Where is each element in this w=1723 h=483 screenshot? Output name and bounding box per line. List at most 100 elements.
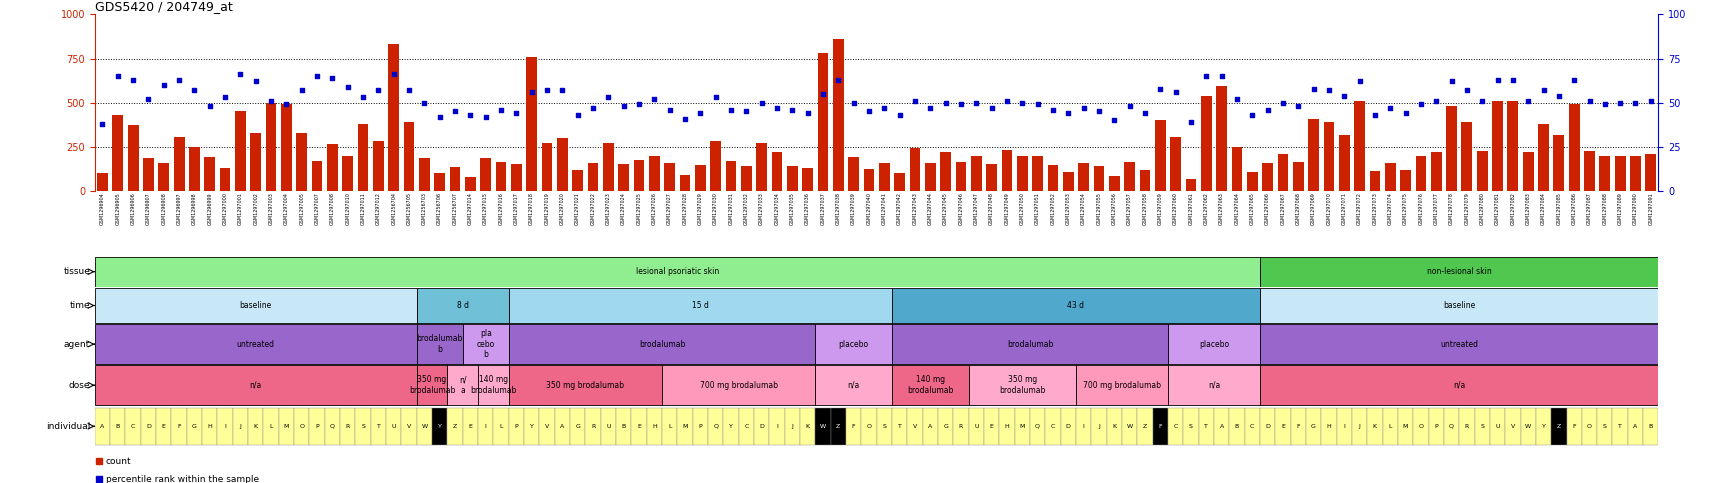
Text: O: O bbox=[1587, 424, 1590, 429]
Bar bbox=[279, 408, 295, 445]
Text: G: G bbox=[1311, 424, 1315, 429]
Bar bbox=[891, 408, 906, 445]
Bar bbox=[465, 177, 476, 191]
Text: C: C bbox=[1249, 424, 1254, 429]
Bar bbox=[756, 143, 767, 191]
Point bbox=[257, 97, 284, 105]
Text: W: W bbox=[420, 424, 427, 429]
Bar bbox=[524, 408, 539, 445]
Point bbox=[1637, 97, 1664, 105]
Text: E: E bbox=[989, 424, 992, 429]
Text: S: S bbox=[360, 424, 365, 429]
Text: H: H bbox=[207, 424, 212, 429]
Text: GSM1256704: GSM1256704 bbox=[391, 192, 396, 225]
Bar bbox=[1397, 408, 1413, 445]
Bar bbox=[906, 408, 922, 445]
Text: H: H bbox=[651, 424, 656, 429]
Text: GSM1297003: GSM1297003 bbox=[269, 192, 274, 225]
Bar bbox=[1260, 408, 1275, 445]
Bar bbox=[1506, 101, 1518, 191]
Bar bbox=[894, 173, 905, 191]
Text: J: J bbox=[1098, 424, 1099, 429]
Bar bbox=[1001, 150, 1011, 191]
Point bbox=[1146, 85, 1173, 92]
Text: GSM1297056: GSM1297056 bbox=[1111, 192, 1117, 225]
Bar bbox=[1446, 106, 1456, 191]
Text: GSM1297062: GSM1297062 bbox=[1203, 192, 1208, 225]
Bar bbox=[799, 408, 815, 445]
Bar bbox=[372, 141, 384, 191]
Bar bbox=[662, 408, 677, 445]
Point bbox=[103, 72, 131, 80]
Text: 15 d: 15 d bbox=[691, 301, 708, 310]
Point bbox=[579, 104, 606, 112]
Bar bbox=[953, 408, 968, 445]
Bar bbox=[891, 288, 1260, 323]
Bar bbox=[862, 408, 875, 445]
Bar bbox=[999, 408, 1015, 445]
Bar bbox=[863, 169, 874, 191]
Text: A: A bbox=[927, 424, 932, 429]
Text: GSM1297028: GSM1297028 bbox=[682, 192, 687, 225]
Text: GSM1297057: GSM1297057 bbox=[1127, 192, 1132, 225]
Bar bbox=[448, 366, 477, 405]
Text: Y: Y bbox=[1540, 424, 1544, 429]
Text: GSM1256703: GSM1256703 bbox=[422, 192, 427, 225]
Text: GSM1297070: GSM1297070 bbox=[1325, 192, 1330, 225]
Bar bbox=[968, 366, 1075, 405]
Text: GSM1297041: GSM1297041 bbox=[880, 192, 886, 225]
Bar bbox=[312, 161, 322, 191]
Bar bbox=[508, 325, 815, 364]
Bar bbox=[448, 408, 462, 445]
Text: E: E bbox=[162, 424, 165, 429]
Bar bbox=[110, 408, 126, 445]
Point bbox=[1177, 118, 1204, 126]
Point bbox=[1192, 72, 1220, 80]
Point bbox=[426, 113, 453, 121]
Text: 350 mg
brodalumab: 350 mg brodalumab bbox=[408, 375, 455, 395]
Point bbox=[610, 102, 638, 110]
Text: percentile rank within the sample: percentile rank within the sample bbox=[105, 475, 258, 483]
Bar bbox=[1382, 408, 1397, 445]
Bar bbox=[96, 173, 109, 191]
Text: pla
cebo
b: pla cebo b bbox=[476, 329, 495, 359]
Bar bbox=[1260, 288, 1658, 323]
Text: GDS5420 / 204749_at: GDS5420 / 204749_at bbox=[95, 0, 233, 14]
Bar bbox=[462, 408, 477, 445]
Bar bbox=[1583, 151, 1594, 191]
Bar bbox=[508, 366, 662, 405]
Point bbox=[181, 86, 208, 94]
Bar bbox=[1015, 408, 1029, 445]
Bar bbox=[217, 408, 233, 445]
Bar bbox=[112, 115, 122, 191]
Bar bbox=[817, 53, 827, 191]
Text: GSM1296999: GSM1296999 bbox=[207, 192, 212, 225]
Bar bbox=[910, 148, 920, 191]
Point bbox=[165, 76, 193, 84]
Text: L: L bbox=[1387, 424, 1390, 429]
Point bbox=[119, 76, 146, 84]
Bar bbox=[128, 125, 138, 191]
Bar bbox=[355, 408, 370, 445]
Bar bbox=[1139, 170, 1149, 191]
Bar bbox=[250, 133, 260, 191]
Text: GSM1297032: GSM1297032 bbox=[743, 192, 748, 225]
Text: GSM1297079: GSM1297079 bbox=[1463, 192, 1468, 225]
Point bbox=[1299, 85, 1327, 92]
Bar bbox=[1166, 325, 1260, 364]
Bar bbox=[1595, 408, 1611, 445]
Text: GSM1297046: GSM1297046 bbox=[958, 192, 963, 225]
Bar bbox=[1166, 408, 1182, 445]
Text: R: R bbox=[958, 424, 963, 429]
Text: GSM1297066: GSM1297066 bbox=[1265, 192, 1270, 225]
Text: S: S bbox=[1480, 424, 1484, 429]
Bar bbox=[984, 408, 999, 445]
Text: GSM1297049: GSM1297049 bbox=[1005, 192, 1010, 225]
Text: GSM1297055: GSM1297055 bbox=[1096, 192, 1101, 225]
Text: V: V bbox=[544, 424, 550, 429]
Point bbox=[839, 99, 867, 106]
Text: GSM1297052: GSM1297052 bbox=[1049, 192, 1054, 225]
Point bbox=[1284, 102, 1311, 110]
Bar bbox=[388, 43, 400, 191]
Bar bbox=[417, 288, 508, 323]
